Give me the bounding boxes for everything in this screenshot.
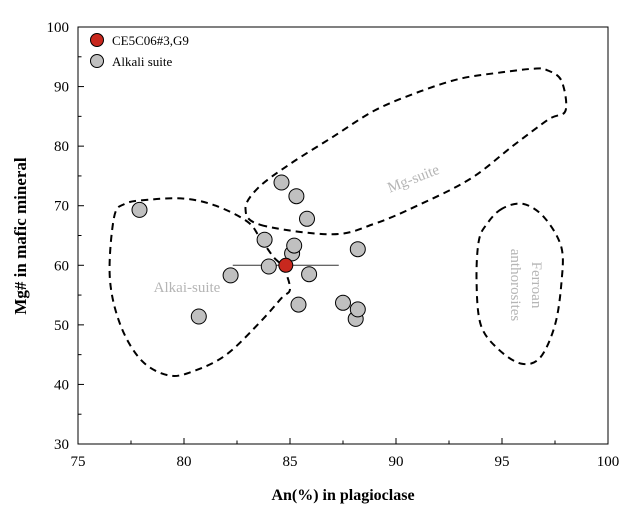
point-alkali-suite (131, 201, 148, 218)
region-label-ferroan-line1: Ferroan (528, 262, 544, 309)
y-tick-label: 60 (54, 258, 69, 274)
point-alkali-suite (299, 210, 315, 227)
point-alkali-suite (222, 267, 239, 284)
region-label-alkai-suite: Alkai-suite (154, 280, 221, 296)
x-axis-title: An(%) in plagioclase (271, 487, 414, 504)
y-tick-label: 70 (54, 199, 69, 215)
region-outline-1 (108, 197, 292, 377)
legend: CE5C06#3,G9 Alkali suite (90, 33, 189, 69)
legend-marker-alkali-suite (90, 54, 104, 68)
point-ce5c06 (278, 257, 294, 273)
x-tick-label: 90 (389, 454, 404, 470)
legend-marker-ce5c06 (90, 33, 104, 47)
region-outline-2 (475, 202, 564, 366)
legend-label-alkali-suite: Alkali suite (112, 54, 173, 69)
point-alkali-suite (349, 301, 366, 318)
y-axis-title: Mg# in mafic mineral (11, 157, 30, 314)
y-tick-label: 90 (54, 80, 69, 96)
region-label-mg-suite: Mg-suite (385, 162, 442, 196)
plot-frame (77, 26, 609, 445)
region-outline-0 (244, 67, 568, 236)
y-tick-label: 100 (47, 20, 70, 36)
point-alkali-suite (301, 266, 318, 283)
point-alkali-suite (335, 294, 351, 311)
point-alkali-suite (256, 231, 273, 248)
x-tick-label: 100 (597, 454, 620, 470)
x-tick-label: 85 (283, 454, 298, 470)
data-points (131, 174, 366, 327)
point-alkali-suite (190, 308, 207, 325)
y-tick-label: 40 (54, 377, 69, 393)
y-tick-label: 80 (54, 139, 69, 155)
point-alkali-suite (288, 188, 305, 205)
point-alkali-suite (290, 296, 307, 313)
x-tick-label: 75 (71, 454, 86, 470)
legend-label-ce5c06: CE5C06#3,G9 (112, 33, 189, 48)
point-alkali-suite (273, 174, 290, 191)
point-alkali-suite (286, 237, 303, 254)
point-alkali-suite (349, 241, 366, 258)
x-tick-label: 95 (495, 454, 510, 470)
region-outlines (108, 67, 568, 377)
region-label-ferroan-line2: anthorosites (507, 249, 523, 322)
x-tick-label: 80 (177, 454, 192, 470)
y-tick-label: 50 (54, 318, 69, 334)
y-tick-label: 30 (54, 437, 69, 453)
axis-ticks: 75 80 85 90 95 100 30 40 50 60 70 80 90 100 (47, 20, 620, 470)
point-alkali-suite (260, 258, 277, 275)
